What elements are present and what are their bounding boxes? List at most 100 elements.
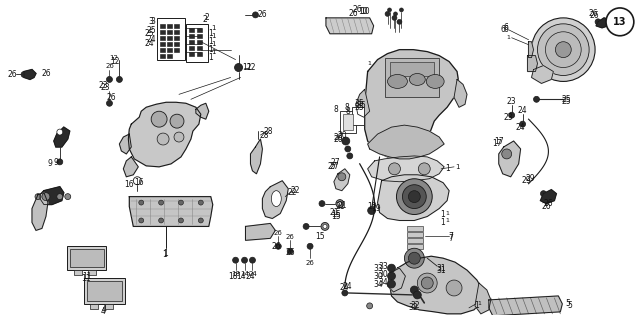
Circle shape xyxy=(342,290,348,296)
Circle shape xyxy=(57,194,63,200)
Text: 19: 19 xyxy=(371,204,380,213)
Circle shape xyxy=(388,163,401,175)
Text: 1: 1 xyxy=(211,25,216,31)
Ellipse shape xyxy=(388,74,408,88)
Polygon shape xyxy=(367,125,444,159)
Bar xyxy=(390,61,434,76)
Polygon shape xyxy=(129,197,212,226)
Text: 7: 7 xyxy=(449,232,454,241)
Text: 1: 1 xyxy=(209,37,213,46)
Polygon shape xyxy=(378,175,449,220)
Bar xyxy=(160,36,165,40)
Circle shape xyxy=(106,76,113,82)
Bar xyxy=(189,40,194,44)
Text: 23: 23 xyxy=(504,113,513,122)
Circle shape xyxy=(392,16,397,20)
Bar xyxy=(408,238,423,243)
Circle shape xyxy=(174,132,184,142)
Circle shape xyxy=(520,121,525,127)
Circle shape xyxy=(232,257,239,263)
Circle shape xyxy=(21,72,27,77)
Circle shape xyxy=(241,257,248,263)
Circle shape xyxy=(421,277,433,289)
Circle shape xyxy=(57,159,63,165)
Bar xyxy=(197,34,202,38)
Bar xyxy=(74,270,82,275)
Polygon shape xyxy=(475,283,491,314)
Bar xyxy=(189,34,194,38)
Text: 1: 1 xyxy=(455,164,460,170)
Text: 30: 30 xyxy=(379,269,388,279)
Text: 25: 25 xyxy=(561,97,571,106)
Polygon shape xyxy=(24,69,36,80)
Text: 17: 17 xyxy=(492,139,502,148)
Circle shape xyxy=(139,200,144,205)
Polygon shape xyxy=(326,18,374,34)
Polygon shape xyxy=(246,223,275,240)
Circle shape xyxy=(403,185,426,209)
Ellipse shape xyxy=(426,74,444,88)
Text: 33: 33 xyxy=(379,262,388,271)
Text: 30: 30 xyxy=(374,272,383,281)
Text: 12: 12 xyxy=(109,55,118,61)
Text: 35: 35 xyxy=(355,99,365,108)
Text: 2: 2 xyxy=(202,15,207,24)
Bar xyxy=(408,226,423,231)
Text: 20: 20 xyxy=(337,131,347,139)
Text: 26: 26 xyxy=(543,199,553,208)
Circle shape xyxy=(417,273,437,293)
Ellipse shape xyxy=(271,191,281,207)
Text: 2: 2 xyxy=(204,13,209,23)
Bar xyxy=(174,48,179,52)
Text: 28: 28 xyxy=(260,131,269,139)
Circle shape xyxy=(342,137,350,145)
Text: 1: 1 xyxy=(507,35,511,40)
Text: 34: 34 xyxy=(374,280,383,288)
Circle shape xyxy=(57,129,63,135)
Circle shape xyxy=(319,201,325,207)
Text: 24: 24 xyxy=(145,39,154,48)
Circle shape xyxy=(534,96,540,102)
Text: 23: 23 xyxy=(507,97,516,106)
Text: 21: 21 xyxy=(335,202,344,211)
Text: 1: 1 xyxy=(164,249,168,258)
Text: 1: 1 xyxy=(477,301,481,307)
Text: 1: 1 xyxy=(445,211,449,216)
Bar xyxy=(160,30,165,34)
Circle shape xyxy=(235,63,243,72)
Circle shape xyxy=(345,146,351,152)
Text: 14: 14 xyxy=(240,271,249,277)
Text: 10: 10 xyxy=(358,7,367,16)
Text: 15: 15 xyxy=(331,210,340,219)
Text: 12: 12 xyxy=(246,63,255,72)
Text: 1: 1 xyxy=(445,218,449,223)
Circle shape xyxy=(532,18,595,81)
Bar xyxy=(160,42,165,46)
Text: 8: 8 xyxy=(346,107,350,116)
Circle shape xyxy=(179,200,184,205)
Circle shape xyxy=(159,218,164,223)
Polygon shape xyxy=(124,157,138,177)
Text: 9: 9 xyxy=(53,158,58,167)
Text: 1: 1 xyxy=(445,164,449,173)
Text: 5: 5 xyxy=(566,299,571,308)
Bar xyxy=(70,249,104,267)
Text: 24: 24 xyxy=(147,35,156,44)
Polygon shape xyxy=(596,18,610,28)
Text: 1: 1 xyxy=(440,218,445,227)
Text: 11: 11 xyxy=(81,274,90,282)
Circle shape xyxy=(545,32,581,68)
Text: 26: 26 xyxy=(306,260,314,266)
Text: 7: 7 xyxy=(449,234,454,243)
Text: 10: 10 xyxy=(360,7,369,16)
Text: 26: 26 xyxy=(353,5,362,15)
Text: 6: 6 xyxy=(500,25,505,34)
Circle shape xyxy=(538,24,589,75)
Circle shape xyxy=(336,200,344,208)
Circle shape xyxy=(413,291,421,299)
Circle shape xyxy=(394,12,397,16)
Bar xyxy=(160,48,165,52)
Text: 27: 27 xyxy=(327,162,337,171)
Bar xyxy=(189,46,194,50)
Text: 17: 17 xyxy=(494,137,504,146)
